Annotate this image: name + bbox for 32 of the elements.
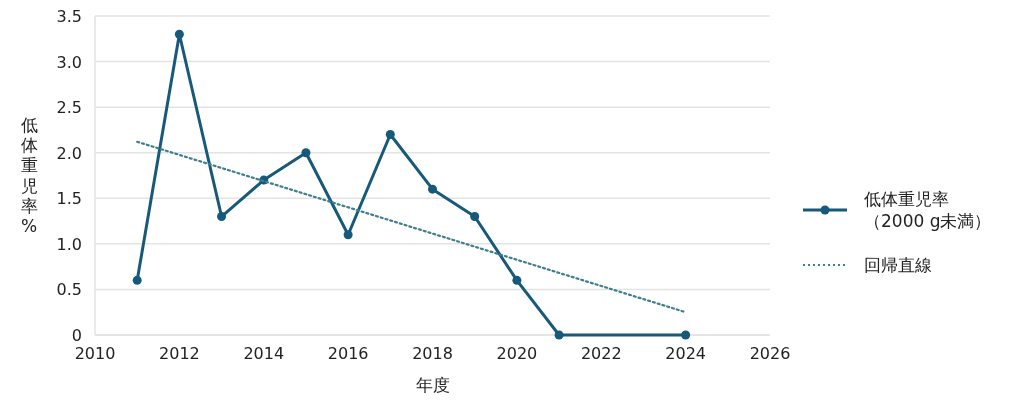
y-tick-label: 2.0 [56,143,82,163]
point [681,330,691,340]
point [301,148,311,158]
y-tick-label: 3.5 [56,7,82,26]
x-tick-label: 2022 [580,344,622,363]
x-tick-label: 2016 [327,344,369,363]
point [217,212,227,222]
y-tick-label: 1.0 [56,234,82,254]
point [428,184,437,194]
x-tick-label: 2014 [243,344,285,363]
y-tick-label: 2.5 [56,98,82,118]
x-tick-label: 2026 [749,344,791,363]
x-tick-label: 2020 [496,344,538,363]
point [132,275,142,285]
legend-label: 低体重児率（2000 g未満） [864,188,993,233]
x-tick-label: 2024 [665,344,706,363]
point [174,29,184,39]
point [554,330,564,340]
y-tick-label: 3.0 [56,52,82,72]
y-tick-label: 0 [71,326,82,345]
x-tick-label: 2010 [74,344,116,363]
x-tick-label: 2012 [159,344,200,363]
y-axis-title: 低体重児率% [20,114,38,237]
point [470,212,480,222]
legend-label: 回帰直線 [864,254,932,277]
point [385,129,395,139]
y-tick-label: 0.5 [56,280,82,300]
x-axis-title: 年度 [415,375,450,395]
x-tick-label: 2018 [412,344,453,363]
y-tick-label: 1.5 [56,189,82,209]
point [512,275,522,285]
point [343,230,353,240]
